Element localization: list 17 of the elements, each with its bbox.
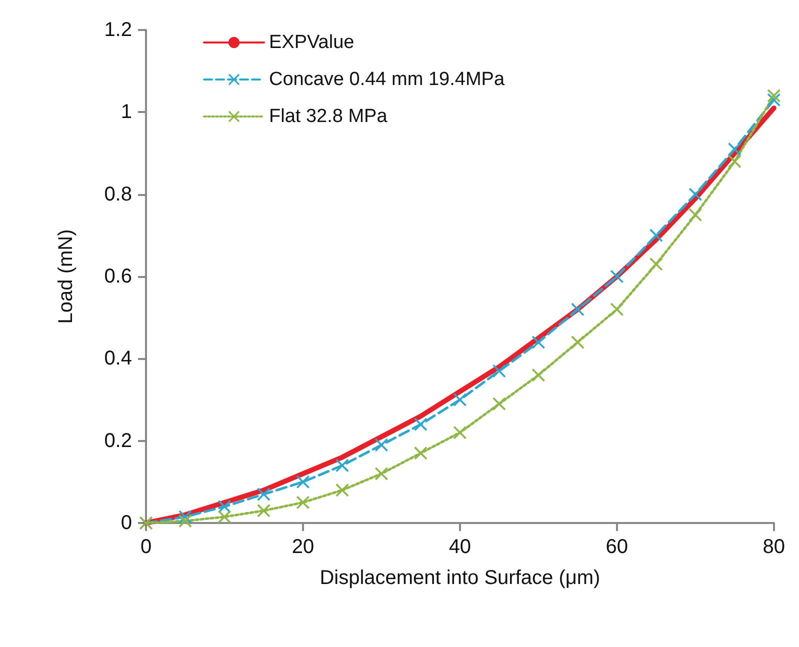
legend-label: EXPValue bbox=[269, 32, 354, 53]
y-tick-label: 0.4 bbox=[104, 348, 132, 370]
x-tick-label: 0 bbox=[140, 536, 152, 558]
y-tick-label: 0.6 bbox=[104, 266, 132, 288]
y-tick-label: 0 bbox=[120, 512, 132, 534]
legend-label: Flat 32.8 MPa bbox=[269, 106, 388, 127]
legend-label: Concave 0.44 mm 19.4MPa bbox=[269, 69, 505, 90]
y-tick-label: 1 bbox=[120, 101, 132, 124]
y-tick-label: 0.2 bbox=[104, 430, 132, 452]
y-tick-label: 1.2 bbox=[104, 19, 132, 41]
x-tick-label: 60 bbox=[606, 536, 628, 558]
x-tick-label: 20 bbox=[292, 536, 314, 558]
y-axis-title: Load (mN) bbox=[55, 229, 77, 324]
x-tick-label: 80 bbox=[762, 536, 785, 558]
x-axis-title: Displacement into Surface (μm) bbox=[320, 567, 600, 589]
y-tick-label: 0.8 bbox=[104, 183, 132, 206]
x-tick-label: 40 bbox=[448, 536, 472, 558]
